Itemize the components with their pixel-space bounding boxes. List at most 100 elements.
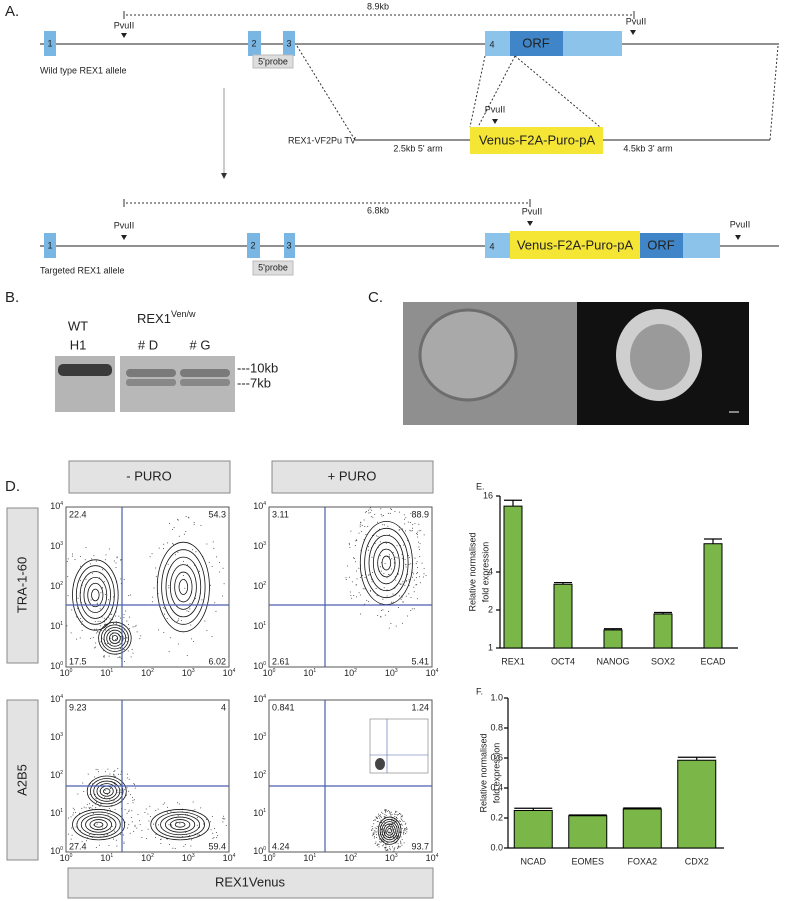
event-dot	[399, 846, 401, 848]
event-dot	[94, 776, 96, 778]
event-dot	[104, 593, 106, 595]
event-dot	[373, 819, 375, 821]
event-dot	[177, 620, 179, 622]
event-dot	[391, 820, 393, 822]
event-dot	[118, 615, 120, 617]
event-dot	[178, 643, 180, 645]
event-dot	[374, 513, 376, 515]
event-dot	[137, 813, 139, 815]
event-dot	[114, 775, 116, 777]
event-dot	[120, 773, 122, 775]
event-dot	[81, 620, 83, 622]
event-dot	[373, 836, 375, 838]
tick-base: 10	[253, 661, 263, 671]
event-dot	[117, 768, 119, 770]
event-dot	[400, 583, 402, 585]
event-dot	[423, 534, 425, 536]
event-dot	[92, 805, 94, 807]
event-dot	[77, 597, 79, 599]
event-dot	[88, 806, 90, 808]
event-dot	[184, 587, 186, 589]
event-dot	[172, 847, 174, 849]
event-dot	[352, 557, 354, 559]
event-dot	[107, 768, 109, 770]
event-dot	[380, 513, 382, 515]
plot-frame	[65, 506, 230, 668]
event-dot	[385, 815, 387, 817]
contour	[72, 809, 126, 841]
event-dot	[390, 811, 392, 813]
event-dot	[131, 821, 133, 823]
event-dot	[405, 517, 407, 519]
event-dot	[403, 830, 405, 832]
event-dot	[74, 809, 76, 811]
event-dot	[85, 807, 87, 809]
event-dot	[372, 571, 374, 573]
event-dot	[123, 834, 125, 836]
event-dot	[133, 799, 135, 801]
event-dot	[190, 624, 192, 626]
quadrant-percent: 93.7	[411, 841, 429, 851]
tick-base: 10	[385, 668, 395, 678]
event-dot	[395, 625, 397, 627]
event-dot	[413, 591, 415, 593]
plot-frame	[65, 699, 230, 853]
tick-base: 10	[253, 846, 263, 856]
event-dot	[120, 789, 122, 791]
tick-base: 10	[385, 853, 395, 863]
event-dot	[386, 595, 388, 597]
x-tick-label: 103	[182, 853, 195, 863]
tick-exponent: 2	[354, 853, 357, 859]
event-dot	[119, 648, 121, 650]
event-dot	[191, 638, 193, 640]
event-dot	[388, 846, 390, 848]
event-dot	[388, 573, 390, 575]
event-dot	[358, 567, 360, 569]
contour	[96, 783, 117, 800]
event-dot	[191, 549, 193, 551]
event-dot	[375, 587, 377, 589]
event-dot	[388, 831, 390, 833]
event-dot	[390, 827, 392, 829]
tick-exponent: 2	[151, 853, 154, 859]
event-dot	[421, 562, 423, 564]
event-dot	[158, 547, 160, 549]
contour	[72, 559, 119, 631]
event-dot	[369, 589, 371, 591]
arm-label: 2.5kb 5' arm	[393, 143, 442, 153]
event-dot	[387, 611, 389, 613]
distance-label: 6.8kb	[367, 205, 389, 215]
tick-base: 10	[344, 853, 354, 863]
event-dot	[80, 555, 82, 557]
x-tick-label: 100	[263, 668, 276, 678]
error-bar	[704, 538, 722, 544]
event-dot	[401, 844, 403, 846]
tick-base: 10	[223, 853, 233, 863]
y-tick-label: 4	[488, 566, 493, 576]
event-dot	[387, 525, 389, 527]
tick-exponent: 1	[313, 853, 316, 859]
contour	[103, 627, 127, 650]
tick-base: 10	[253, 770, 263, 780]
event-dot	[105, 771, 107, 773]
event-dot	[96, 823, 98, 825]
cassette-label: Venus-F2A-Puro-pA	[517, 237, 634, 252]
tick-exponent: 3	[395, 668, 398, 674]
tick-base: 10	[50, 661, 60, 671]
contour	[383, 823, 396, 838]
event-dot	[113, 775, 115, 777]
contour	[377, 548, 396, 578]
event-dot	[391, 568, 393, 570]
event-dot	[405, 595, 407, 597]
event-dot	[99, 806, 101, 808]
quadrant-percent: 3.11	[272, 509, 289, 519]
event-dot	[70, 816, 72, 818]
x-tick-label: 100	[263, 853, 276, 863]
event-dot	[97, 769, 99, 771]
event-dot	[361, 524, 363, 526]
event-dot	[177, 519, 179, 521]
event-dot	[129, 832, 131, 834]
event-dot	[404, 584, 406, 586]
event-dot	[225, 824, 227, 826]
